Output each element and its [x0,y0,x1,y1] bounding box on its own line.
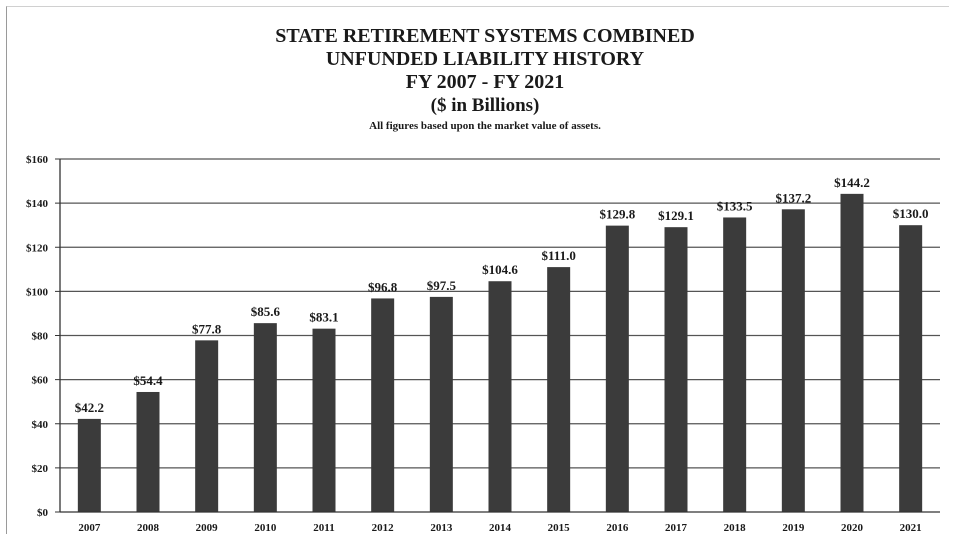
x-tick-label: 2012 [372,522,395,534]
x-tick-label: 2019 [782,522,805,534]
data-label: $130.0 [893,206,929,221]
bar [429,296,453,512]
y-tick-label: $160 [26,154,49,166]
data-label: $111.0 [542,248,576,263]
bar [253,323,277,512]
data-label: $144.2 [834,175,870,190]
x-tick-label: 2020 [841,522,864,534]
x-tick-label: 2011 [313,522,334,534]
bar [547,267,571,512]
data-label: $54.4 [133,373,163,388]
bar [136,391,160,512]
bar [899,225,923,512]
x-tick-label: 2017 [665,522,688,534]
bar [840,193,864,512]
data-label: $104.6 [482,262,518,277]
chart-title-line-2: UNFUNDED LIABILITY HISTORY [326,48,645,70]
data-label: $96.8 [368,279,398,294]
chart-note: All figures based upon the market value … [369,120,601,132]
bar [312,328,336,512]
bar [488,281,512,512]
x-tick-label: 2010 [254,522,277,534]
axes [55,158,940,513]
x-axis-tick-labels: 2007 2008 2009 2010 2011 2012 2013 2014 2015 2016… [78,522,921,534]
data-label: $77.8 [192,321,222,336]
x-tick-label: 2021 [900,522,922,534]
data-label: $133.5 [717,198,753,213]
bar [605,225,629,512]
bar [664,227,688,512]
bars [77,193,923,513]
data-label: $137.2 [775,190,811,205]
chart-subtitle: ($ in Billions) [431,95,540,116]
data-label: $129.1 [658,208,694,223]
y-tick-label: $100 [26,286,49,298]
x-tick-label: 2014 [489,522,512,534]
chart-title: STATE RETIREMENT SYSTEMS COMBINED UNFUND… [275,25,695,132]
bar [781,209,805,513]
bar [195,340,219,512]
chart-title-line-3: FY 2007 - FY 2021 [406,71,565,93]
y-tick-label: $20 [32,463,49,475]
data-label: $129.8 [599,207,635,222]
bar [371,298,395,512]
data-label: $42.2 [75,400,104,415]
x-tick-label: 2013 [430,522,453,534]
data-label: $85.6 [251,304,281,319]
x-tick-label: 2015 [548,522,571,534]
bar [723,217,747,512]
x-tick-label: 2009 [196,522,219,534]
y-tick-label: $40 [32,419,49,431]
y-tick-label: $140 [26,198,49,210]
data-label: $97.5 [427,278,457,293]
y-axis-tick-labels: $0 $20 $40 $60 $80 $100 $120 $140 $160 [26,154,49,519]
y-tick-label: $0 [37,507,49,519]
y-tick-label: $60 [32,375,49,387]
x-tick-label: 2018 [724,522,747,534]
chart-title-line-1: STATE RETIREMENT SYSTEMS COMBINED [275,25,695,47]
bar [77,418,101,512]
x-tick-label: 2008 [137,522,160,534]
data-label: $83.1 [309,310,338,325]
x-tick-label: 2016 [606,522,629,534]
x-tick-label: 2007 [78,522,101,534]
y-tick-label: $120 [26,242,49,254]
y-tick-label: $80 [32,331,49,343]
data-labels: $42.2 $54.4 $77.8 $85.6 $83.1 $96.8 $97.5 $104.… [75,175,929,415]
